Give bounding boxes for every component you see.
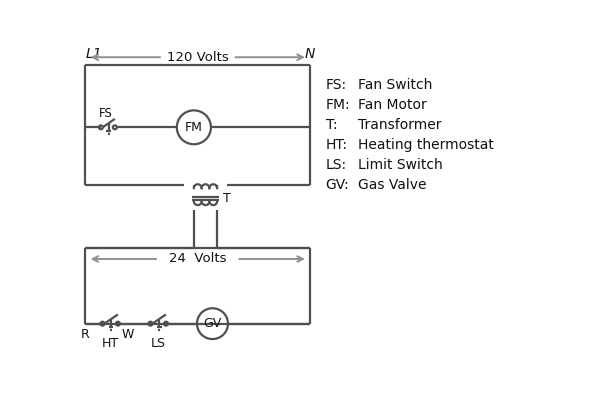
- Text: Transformer: Transformer: [358, 118, 442, 132]
- Text: Limit Switch: Limit Switch: [358, 158, 443, 172]
- Text: HT:: HT:: [326, 138, 348, 152]
- Text: GV: GV: [204, 317, 222, 330]
- Text: FS:: FS:: [326, 78, 347, 92]
- Text: 120 Volts: 120 Volts: [167, 51, 229, 64]
- Text: FM:: FM:: [326, 98, 350, 112]
- Text: T: T: [222, 192, 230, 205]
- Text: Gas Valve: Gas Valve: [358, 178, 427, 192]
- Text: Heating thermostat: Heating thermostat: [358, 138, 494, 152]
- Text: LS:: LS:: [326, 158, 347, 172]
- Text: 24  Volts: 24 Volts: [169, 252, 227, 266]
- Text: N: N: [305, 47, 315, 61]
- Text: W: W: [122, 328, 134, 341]
- Text: L1: L1: [86, 47, 102, 61]
- Text: Fan Motor: Fan Motor: [358, 98, 427, 112]
- Text: HT: HT: [101, 337, 119, 350]
- Text: FM: FM: [185, 121, 203, 134]
- Text: GV:: GV:: [326, 178, 349, 192]
- Text: Fan Switch: Fan Switch: [358, 78, 432, 92]
- Text: LS: LS: [150, 337, 166, 350]
- Text: FS: FS: [99, 107, 113, 120]
- Text: R: R: [81, 328, 90, 341]
- Text: T:: T:: [326, 118, 337, 132]
